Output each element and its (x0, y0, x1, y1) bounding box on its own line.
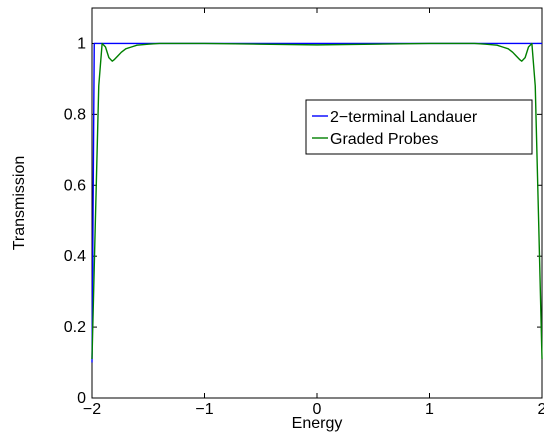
x-tick-label: −2 (83, 401, 101, 418)
legend-label-0: 2−terminal Landauer (330, 109, 478, 126)
legend-box (305, 99, 533, 155)
series-line-1 (91, 42, 543, 360)
x-tick-label: −1 (195, 401, 213, 418)
ticks: −2 −1 0 1 2 0 0.2 0.4 0.6 0.8 1 (64, 8, 544, 418)
legend-label-1: Graded Probes (330, 131, 439, 148)
y-tick-label: 0.6 (64, 177, 86, 194)
x-axis-label: Energy (292, 415, 343, 432)
y-tick-label: 0.4 (64, 248, 86, 265)
x-tick-label: 2 (538, 401, 544, 418)
y-tick-label: 0.8 (64, 106, 86, 123)
x-tick-label: 1 (425, 401, 434, 418)
series-group (91, 42, 543, 363)
y-tick-label: 1 (77, 35, 86, 52)
y-tick-label: 0.2 (64, 319, 86, 336)
y-axis-label: Transmission (11, 156, 28, 251)
y-tick-label: 0 (77, 390, 86, 407)
x-tick-label: 0 (313, 401, 322, 418)
plot-area (91, 7, 543, 399)
legend: 2−terminal Landauer Graded Probes (305, 99, 533, 155)
